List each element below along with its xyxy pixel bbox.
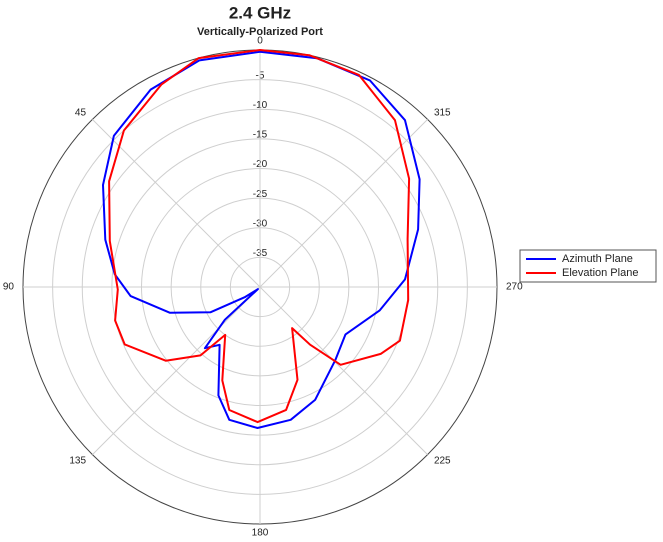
theta-tick-label: 225 [434, 456, 451, 467]
chart-title: 2.4 GHz [229, 3, 291, 22]
legend-label: Azimuth Plane [562, 253, 633, 265]
chart-subtitle: Vertically-Polarized Port [197, 26, 323, 38]
grid-spoke [92, 286, 261, 455]
theta-tick-label: 90 [3, 282, 15, 293]
series-line [108, 49, 411, 424]
theta-tick-label: 135 [69, 456, 86, 467]
theta-tick-label: 45 [75, 108, 87, 119]
grid-spoke [259, 119, 428, 288]
legend-label: Elevation Plane [562, 267, 638, 279]
theta-tick-label: 180 [252, 528, 269, 539]
theta-tick-label: 315 [434, 108, 451, 119]
grid-spoke [92, 119, 261, 288]
theta-tick-label: 0 [257, 36, 263, 47]
grid-spoke [259, 286, 428, 455]
series-line [102, 50, 421, 429]
theta-tick-label: 270 [506, 282, 523, 293]
legend-box [519, 249, 657, 283]
